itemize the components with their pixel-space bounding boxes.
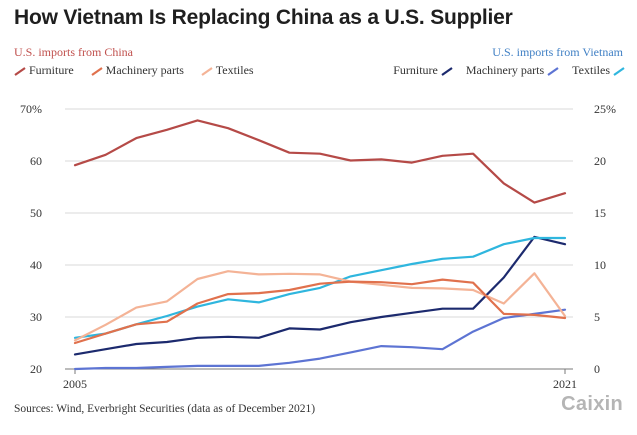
legend-swatch-china-textiles <box>201 67 213 77</box>
legend-swatch-china-machinery <box>91 67 103 77</box>
chart-title: How Vietnam Is Replacing China as a U.S.… <box>14 6 513 29</box>
legend-item-china-textiles: Textiles <box>201 63 254 78</box>
legend-swatch-vietnam-furniture <box>441 67 453 77</box>
legend-swatch-vietnam-machinery <box>547 67 559 77</box>
series-line-china-furniture <box>73 119 567 204</box>
legend-label-china-machinery: Machinery parts <box>105 63 184 77</box>
legend-item-china-machinery: Machinery parts <box>91 63 184 78</box>
right-tick-label-2: 10 <box>594 258 606 272</box>
series-line-vietnam-machinery-parts <box>73 308 567 371</box>
vietnam-group-title: U.S. imports from Vietnam <box>492 45 623 59</box>
legend-item-china-furniture: Furniture <box>14 63 74 78</box>
source-note: Sources: Wind, Everbright Securities (da… <box>14 403 316 415</box>
left-tick-label-5: 70% <box>20 102 42 116</box>
left-tick-label-2: 40 <box>30 258 42 272</box>
legend-swatch-china-furniture <box>14 67 26 77</box>
right-tick-label-0: 0 <box>594 362 600 376</box>
legend-item-vietnam-textiles: Textiles <box>572 63 625 78</box>
china-legend: Furniture Machinery parts Textiles <box>14 63 268 78</box>
left-tick-label-1: 30 <box>30 310 42 324</box>
x-tick-label-1: 2021 <box>553 377 577 391</box>
right-tick-label-5: 25% <box>594 102 616 116</box>
legend-label-china-textiles: Textiles <box>215 63 254 77</box>
left-tick-label-0: 20 <box>30 362 42 376</box>
right-tick-label-4: 20 <box>594 154 606 168</box>
legend-swatch-vietnam-textiles <box>613 67 625 77</box>
caixin-logo: Caixin <box>561 393 623 415</box>
series-line-china-machinery-parts <box>73 278 567 345</box>
series-line-vietnam-furniture <box>73 235 567 356</box>
vietnam-legend: Furniture Machinery parts Textiles <box>383 63 625 78</box>
x-tick-label-0: 2005 <box>63 377 87 391</box>
left-tick-label-4: 60 <box>30 154 42 168</box>
right-tick-label-3: 15 <box>594 206 606 220</box>
legend-item-vietnam-furniture: Furniture <box>393 63 453 78</box>
legend-label-vietnam-furniture: Furniture <box>393 63 438 77</box>
series-line-vietnam-textiles <box>73 236 567 339</box>
legend-label-china-furniture: Furniture <box>29 63 74 77</box>
left-tick-label-3: 50 <box>30 206 42 220</box>
legend-label-vietnam-textiles: Textiles <box>572 63 610 77</box>
china-group-title: U.S. imports from China <box>14 45 133 59</box>
legend-label-vietnam-machinery: Machinery parts <box>465 63 545 77</box>
legend-item-vietnam-machinery: Machinery parts <box>466 63 559 78</box>
right-tick-label-1: 5 <box>594 310 600 324</box>
